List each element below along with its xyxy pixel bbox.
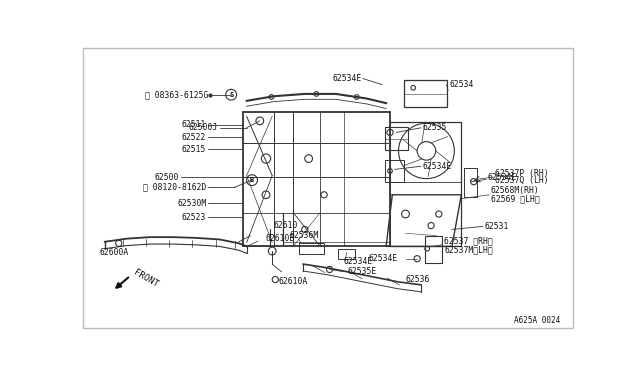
Text: FRONT: FRONT [132, 268, 160, 289]
Text: 62537 （RH）: 62537 （RH） [444, 237, 493, 246]
Text: 62534E: 62534E [422, 162, 452, 171]
Bar [425, 235, 442, 263]
Text: Ⓑ 08120-8162D: Ⓑ 08120-8162D [143, 183, 206, 192]
Bar [404, 80, 447, 107]
Text: 62534E: 62534E [344, 257, 372, 266]
Text: B: B [250, 177, 254, 183]
Text: 62536M: 62536M [289, 231, 319, 240]
Text: 62569 （LH）: 62569 （LH） [491, 194, 540, 203]
Text: A625A 0024: A625A 0024 [515, 316, 561, 325]
Text: S: S [229, 92, 233, 98]
Text: 62522: 62522 [182, 132, 206, 141]
Text: 62530M: 62530M [177, 199, 206, 208]
Text: 62537Q (LH): 62537Q (LH) [495, 176, 548, 185]
Text: 62534E: 62534E [369, 254, 397, 263]
Bar [300, 243, 324, 254]
Text: 62537M（LH）: 62537M（LH） [444, 245, 493, 254]
Text: 62511: 62511 [182, 120, 206, 129]
Bar [385, 160, 404, 182]
Text: 62500: 62500 [155, 173, 179, 182]
Text: 62531: 62531 [484, 222, 509, 231]
Text: 62610B: 62610B [266, 234, 295, 243]
Text: 62610: 62610 [274, 221, 298, 230]
Text: 62600A: 62600A [99, 248, 129, 257]
Text: 62534E: 62534E [488, 173, 517, 182]
Bar [465, 168, 477, 197]
Text: 62534: 62534 [450, 80, 474, 89]
Text: 62535: 62535 [422, 123, 447, 132]
Text: 62535E: 62535E [348, 267, 376, 276]
Bar [385, 127, 408, 150]
Text: 62610A: 62610A [278, 277, 308, 286]
Text: 62523: 62523 [182, 213, 206, 222]
Text: 62534E: 62534E [332, 74, 362, 83]
Text: Ⓢ 08363-6125G: Ⓢ 08363-6125G [145, 90, 209, 99]
Text: 62500J: 62500J [189, 123, 218, 132]
Text: 62537P (RH): 62537P (RH) [495, 169, 548, 178]
Text: 62515: 62515 [182, 145, 206, 154]
Text: 62568M(RH): 62568M(RH) [491, 186, 540, 195]
Text: 62536: 62536 [406, 275, 430, 284]
Bar [338, 249, 355, 260]
